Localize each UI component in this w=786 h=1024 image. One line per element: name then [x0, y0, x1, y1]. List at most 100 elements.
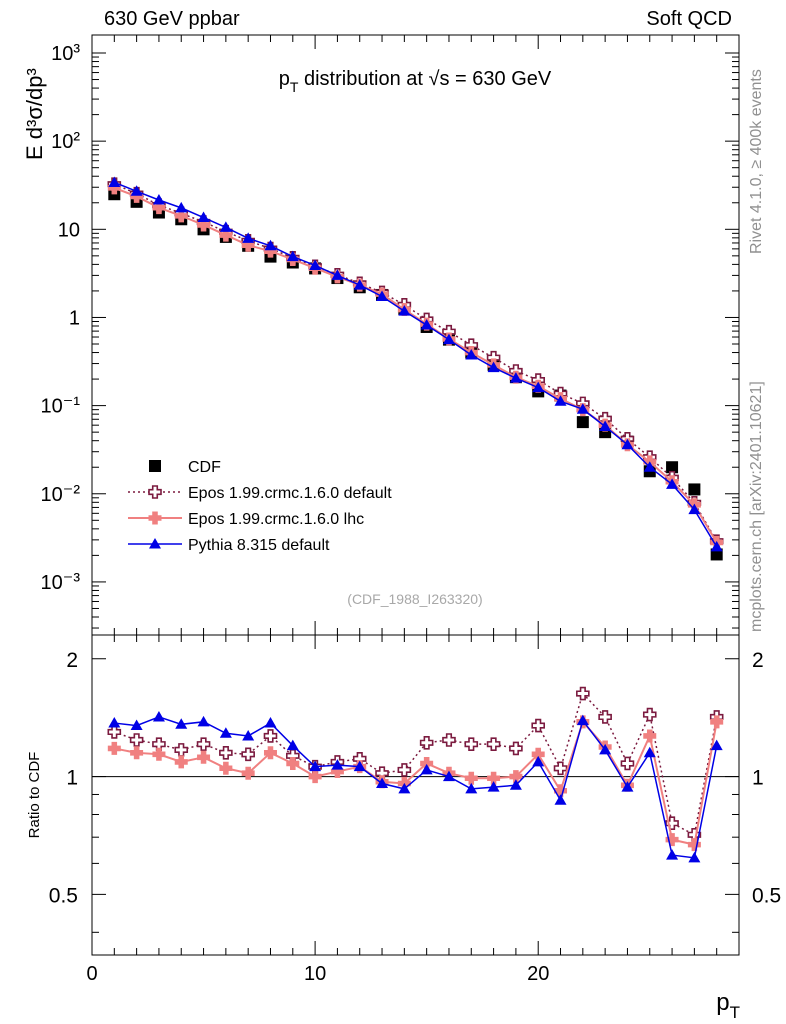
x-tick-label: 0 [86, 963, 97, 985]
data-point-series-3 [621, 438, 634, 450]
ratio-point-series-3 [398, 782, 411, 794]
ratio-point-series-2 [464, 771, 478, 785]
ratio-point-series-1 [419, 735, 434, 750]
ratio-point-series-2 [286, 756, 300, 770]
ratio-point-series-3 [487, 781, 500, 792]
series-line-3 [114, 181, 718, 548]
ratio-point-series-3 [666, 849, 679, 860]
ratio-y-axis-label: Ratio to CDF [26, 752, 43, 839]
data-point-series-3 [509, 372, 522, 383]
ratio-point-series-3 [264, 717, 277, 728]
ratio-tick-label-right: 0.5 [752, 884, 781, 907]
header-category-label: Soft QCD [646, 8, 732, 30]
ratio-point-series-2 [643, 729, 657, 743]
data-point-series-3 [309, 259, 322, 270]
ratio-tick-label-right: 2 [752, 649, 764, 672]
data-point-series-3 [487, 361, 500, 373]
data-point-series-2 [197, 218, 211, 232]
ratio-point-series-3 [175, 718, 188, 729]
x-tick-label: 10 [304, 963, 326, 985]
legend-marker-3 [149, 538, 161, 549]
y-tick-label: 10 [58, 219, 80, 241]
ratio-point-series-1 [553, 761, 568, 776]
data-point-series-3 [197, 211, 210, 223]
ratio-point-series-1 [531, 718, 546, 733]
ratio-line-2 [114, 719, 718, 846]
ratio-point-series-2 [241, 766, 255, 780]
legend-marker-2 [148, 511, 162, 525]
ratio-tick-label-left: 0.5 [49, 884, 78, 907]
ratio-point-series-3 [197, 715, 210, 727]
data-point-series-3 [420, 319, 433, 330]
data-point-series-2 [219, 228, 233, 242]
ratio-plot-frame [91, 634, 740, 956]
ratio-point-series-3 [130, 719, 143, 731]
data-point-series-0 [710, 548, 723, 561]
ratio-point-series-1 [263, 729, 278, 743]
data-point-series-3 [465, 349, 478, 360]
ratio-point-series-2 [665, 833, 679, 847]
analysis-label: (CDF_1988_I263320) [347, 591, 482, 607]
ratio-point-series-3 [710, 739, 723, 751]
x-tick-label: 20 [527, 963, 549, 985]
ratio-point-series-1 [620, 756, 635, 771]
legend-marker-1 [148, 485, 162, 499]
data-point-series-3 [130, 185, 143, 196]
legend-label-0: CDF [188, 459, 221, 476]
ratio-point-series-3 [576, 714, 589, 726]
x-axis-label: pT [716, 989, 740, 1022]
ratio-point-series-3 [152, 710, 165, 722]
data-point-series-2 [174, 209, 188, 223]
ratio-tick-label-left: 1 [66, 767, 78, 790]
ratio-point-series-3 [219, 727, 232, 738]
ratio-point-series-1 [129, 733, 144, 747]
data-point-series-3 [108, 176, 121, 187]
ratio-point-series-1 [509, 741, 523, 756]
data-point-series-0 [666, 461, 679, 474]
ratio-point-series-2 [687, 838, 701, 852]
data-point-series-3 [242, 232, 255, 243]
data-point-series-3 [554, 395, 567, 406]
data-point-series-3 [599, 420, 612, 431]
ratio-point-series-1 [196, 737, 211, 751]
data-point-series-2 [152, 201, 166, 215]
ratio-point-series-1 [442, 733, 456, 747]
series-line-1 [114, 183, 718, 542]
ratio-point-series-1 [219, 746, 233, 760]
ratio-point-series-3 [688, 851, 701, 863]
ratio-point-series-2 [152, 747, 166, 761]
y-tick-label: 10³ [51, 41, 80, 65]
header-process-label: 630 GeV ppbar [104, 8, 240, 30]
legend-marker-0 [149, 460, 161, 472]
data-point-series-3 [331, 269, 344, 280]
ratio-point-series-1 [464, 737, 479, 751]
legend-label-2: Epos 1.99.crmc.1.6.0 lhc [188, 511, 364, 528]
ratio-point-series-3 [442, 770, 455, 782]
ratio-line-3 [114, 716, 718, 859]
ratio-tick-label-right: 1 [752, 767, 764, 790]
ratio-point-series-3 [420, 763, 433, 775]
ratio-point-series-1 [642, 707, 657, 722]
ratio-point-series-2 [710, 715, 724, 729]
y-axis-label: E d³σ/dp³ [22, 68, 47, 160]
data-point-series-3 [688, 503, 701, 515]
data-point-series-0 [688, 483, 701, 496]
data-point-series-2 [241, 238, 255, 252]
ratio-point-series-3 [532, 755, 545, 767]
data-point-series-0 [576, 416, 589, 429]
y-tick-label: 10⁻¹ [41, 394, 81, 418]
ratio-point-series-3 [108, 717, 121, 728]
ratio-point-series-3 [242, 729, 255, 741]
data-point-series-3 [152, 193, 165, 205]
ratio-point-series-1 [397, 763, 412, 777]
ratio-point-series-2 [219, 761, 233, 775]
ratio-point-series-2 [308, 770, 322, 784]
ratio-point-series-2 [130, 746, 144, 760]
ratio-point-series-2 [487, 771, 501, 785]
data-point-series-3 [532, 381, 545, 393]
y-tick-label: 10⁻³ [41, 570, 81, 594]
legend-label-3: Pythia 8.315 default [188, 537, 330, 554]
ratio-point-series-1 [598, 710, 612, 724]
data-point-series-3 [219, 221, 232, 232]
ratio-point-series-1 [486, 737, 501, 751]
